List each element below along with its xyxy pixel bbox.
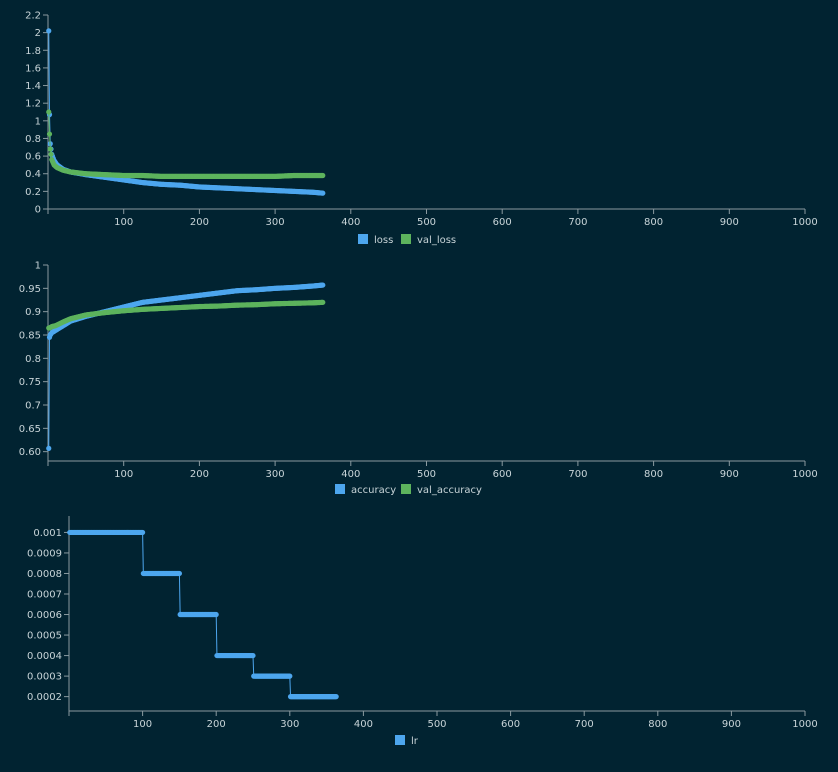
data-point-accuracy (46, 445, 52, 451)
x-tick-label: 1000 (792, 469, 817, 480)
x-tick-label: 400 (341, 469, 360, 480)
x-tick-label: 900 (722, 719, 741, 730)
x-tick-label: 400 (341, 217, 360, 228)
series-line-val_loss (48, 111, 323, 177)
x-tick-label: 600 (493, 469, 512, 480)
legend-swatch-val_loss (401, 234, 411, 244)
legend-label-val_loss: val_loss (417, 235, 456, 246)
x-tick-label: 400 (354, 719, 373, 730)
y-tick-label: 0.6 (25, 152, 41, 163)
x-tick-label: 200 (207, 719, 226, 730)
legend-label-val_accuracy: val_accuracy (417, 485, 482, 496)
data-point-lr (213, 611, 219, 618)
data-point-accuracy (320, 282, 326, 288)
legend-swatch-lr (395, 735, 405, 745)
x-tick-label: 700 (568, 469, 587, 480)
data-point-lr (333, 694, 339, 700)
y-tick-label: 0.85 (19, 331, 41, 342)
x-tick-label: 100 (114, 469, 133, 480)
data-point-val_loss (47, 146, 53, 152)
x-tick-label: 300 (280, 719, 299, 730)
x-tick-label: 600 (493, 217, 512, 228)
y-tick-label: 0.4 (25, 169, 41, 180)
y-tick-label: 0.001 (33, 528, 62, 539)
learning-rate-chart: 100 200 300 400 500 600 700 800 900 1000 0.0002 0.0… (27, 516, 818, 747)
x-tick-label: 600 (501, 719, 520, 730)
x-tick-label: 900 (720, 469, 739, 480)
series-line-lr (69, 531, 337, 698)
x-tick-label: 500 (427, 719, 446, 730)
y-tick-label: 0.0009 (27, 548, 62, 559)
y-tick-label: 1.4 (25, 81, 41, 92)
y-tick-label: 1.2 (25, 99, 41, 110)
y-tick-label: 0.75 (19, 377, 41, 388)
data-point-lr (287, 673, 293, 679)
data-point-val_accuracy (320, 299, 326, 305)
y-tick-label: 0.8 (25, 134, 41, 145)
data-point-loss (46, 28, 52, 34)
x-tick-label: 1000 (792, 719, 817, 730)
x-tick-label: 800 (648, 719, 667, 730)
x-tick-label: 200 (190, 217, 209, 228)
data-point-lr (250, 652, 256, 659)
y-tick-label: 0.0004 (27, 651, 62, 662)
data-point-val_loss (46, 131, 53, 137)
y-tick-label: 0.0008 (27, 569, 62, 580)
legend-swatch-accuracy (335, 484, 345, 494)
y-tick-label: 2 (35, 28, 41, 39)
data-point-lr (140, 529, 146, 536)
x-tick-label: 500 (417, 217, 436, 228)
y-tick-label: 0.0005 (27, 631, 62, 642)
x-tick-label: 100 (133, 719, 152, 730)
x-tick-label: 300 (266, 469, 285, 480)
y-tick-label: 0.0002 (27, 692, 62, 703)
series-line-loss (48, 30, 323, 194)
x-tick-label: 800 (644, 469, 663, 480)
legend-swatch-val_accuracy (401, 484, 411, 494)
x-tick-label: 700 (568, 217, 587, 228)
x-tick-label: 200 (190, 469, 209, 480)
x-tick-label: 300 (266, 217, 285, 228)
y-tick-label: 0.8 (25, 354, 41, 365)
y-tick-label: 0.0003 (27, 672, 62, 683)
y-tick-label: 1.8 (25, 46, 41, 57)
x-tick-label: 700 (575, 719, 594, 730)
y-tick-label: 0 (35, 205, 41, 216)
loss-chart: 100 200 300 400 500 600 700 800 900 1000 0 0.2 0.4 0.… (25, 11, 818, 247)
legend-label-accuracy: accuracy (351, 485, 396, 496)
x-tick-label: 100 (114, 217, 133, 228)
legend-label-loss: loss (374, 235, 393, 246)
accuracy-chart: 100 200 300 400 500 600 700 800 900 1000 0.60 0.65 0… (19, 261, 818, 497)
x-tick-label: 1000 (792, 217, 817, 228)
y-tick-label: 0.60 (19, 447, 41, 458)
data-point-val_loss (48, 151, 54, 157)
y-tick-label: 0.95 (19, 284, 41, 295)
data-point-val_loss (320, 172, 326, 179)
data-point-lr (176, 570, 182, 577)
y-tick-label: 0.7 (25, 401, 41, 412)
y-tick-label: 1.6 (25, 63, 41, 74)
y-tick-label: 0.0007 (27, 590, 62, 601)
y-tick-label: 0.2 (25, 187, 41, 198)
x-tick-label: 500 (417, 469, 436, 480)
x-tick-label: 800 (644, 217, 663, 228)
legend-label-lr: lr (411, 736, 419, 747)
y-tick-label: 2.2 (25, 11, 41, 22)
y-tick-label: 0.65 (19, 424, 41, 435)
data-point-loss (320, 190, 326, 196)
y-tick-label: 0.9 (25, 307, 41, 318)
y-tick-label: 1 (35, 261, 41, 272)
y-tick-label: 1 (35, 116, 41, 127)
x-tick-label: 900 (720, 217, 739, 228)
legend-swatch-loss (358, 234, 368, 244)
y-tick-label: 0.0006 (27, 610, 62, 621)
data-point-val_loss (46, 109, 52, 115)
